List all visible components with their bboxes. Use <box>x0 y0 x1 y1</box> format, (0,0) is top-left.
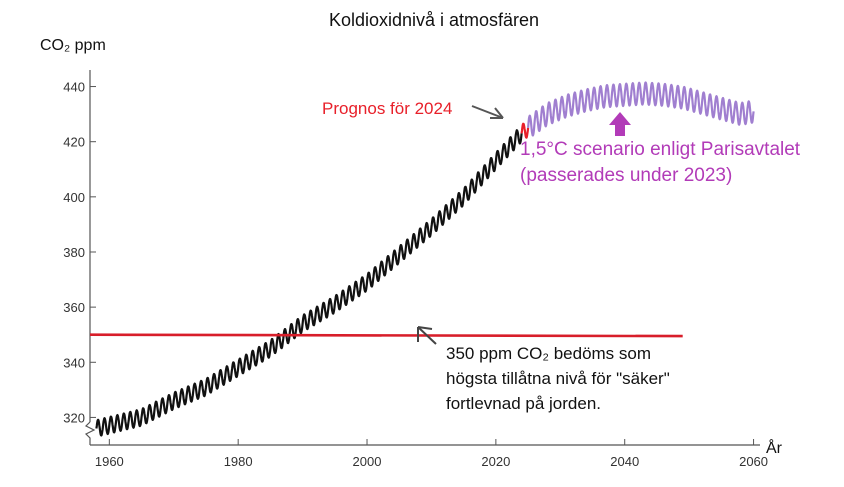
forecast-label: Prognos för 2024 <box>322 99 452 118</box>
y-tick-label: 360 <box>63 300 85 315</box>
y-axis-label: CO₂ ppm <box>40 37 106 54</box>
y-tick-label: 340 <box>63 355 85 370</box>
y-tick-label: 440 <box>63 80 85 95</box>
x-tick-label: 1960 <box>95 454 124 469</box>
y-tick-label: 380 <box>63 245 85 260</box>
x-tick-label: 2020 <box>481 454 510 469</box>
axes <box>84 70 760 446</box>
x-tick-label: 1980 <box>224 454 253 469</box>
threshold-arrow <box>417 326 437 345</box>
x-tick-label: 2000 <box>353 454 382 469</box>
series-line-2 <box>527 81 755 137</box>
y-tick-label: 400 <box>63 190 85 205</box>
scenario-label: 1,5°C scenario enligt Parisavtalet <box>520 139 801 160</box>
series-group <box>89 81 755 437</box>
scenario-sublabel: (passerades under 2023) <box>520 165 732 186</box>
threshold-label-3: fortlevnad på jorden. <box>446 394 601 413</box>
tick-labels: 320 340 360 380 400 420 440 1960 1980 2000 2020 204… <box>63 80 768 469</box>
y-tick-label: 320 <box>63 410 85 425</box>
x-axis-label: År <box>766 438 783 457</box>
x-tick-label: 2060 <box>739 454 768 469</box>
y-axis-break <box>84 421 96 445</box>
chart-title: Koldioxidnivå i atmosfären <box>329 10 539 30</box>
forecast-arrow <box>471 105 504 119</box>
scenario-arrow <box>609 112 631 136</box>
series-line-3 <box>89 333 683 338</box>
series-line-1 <box>520 122 530 139</box>
threshold-label-2: högsta tillåtna nivå för "säker" <box>446 369 670 388</box>
x-tick-label: 2040 <box>610 454 639 469</box>
y-tick-label: 420 <box>63 135 85 150</box>
series-line-0 <box>95 129 523 437</box>
threshold-label-1: 350 ppm CO₂ bedöms som <box>446 344 651 363</box>
